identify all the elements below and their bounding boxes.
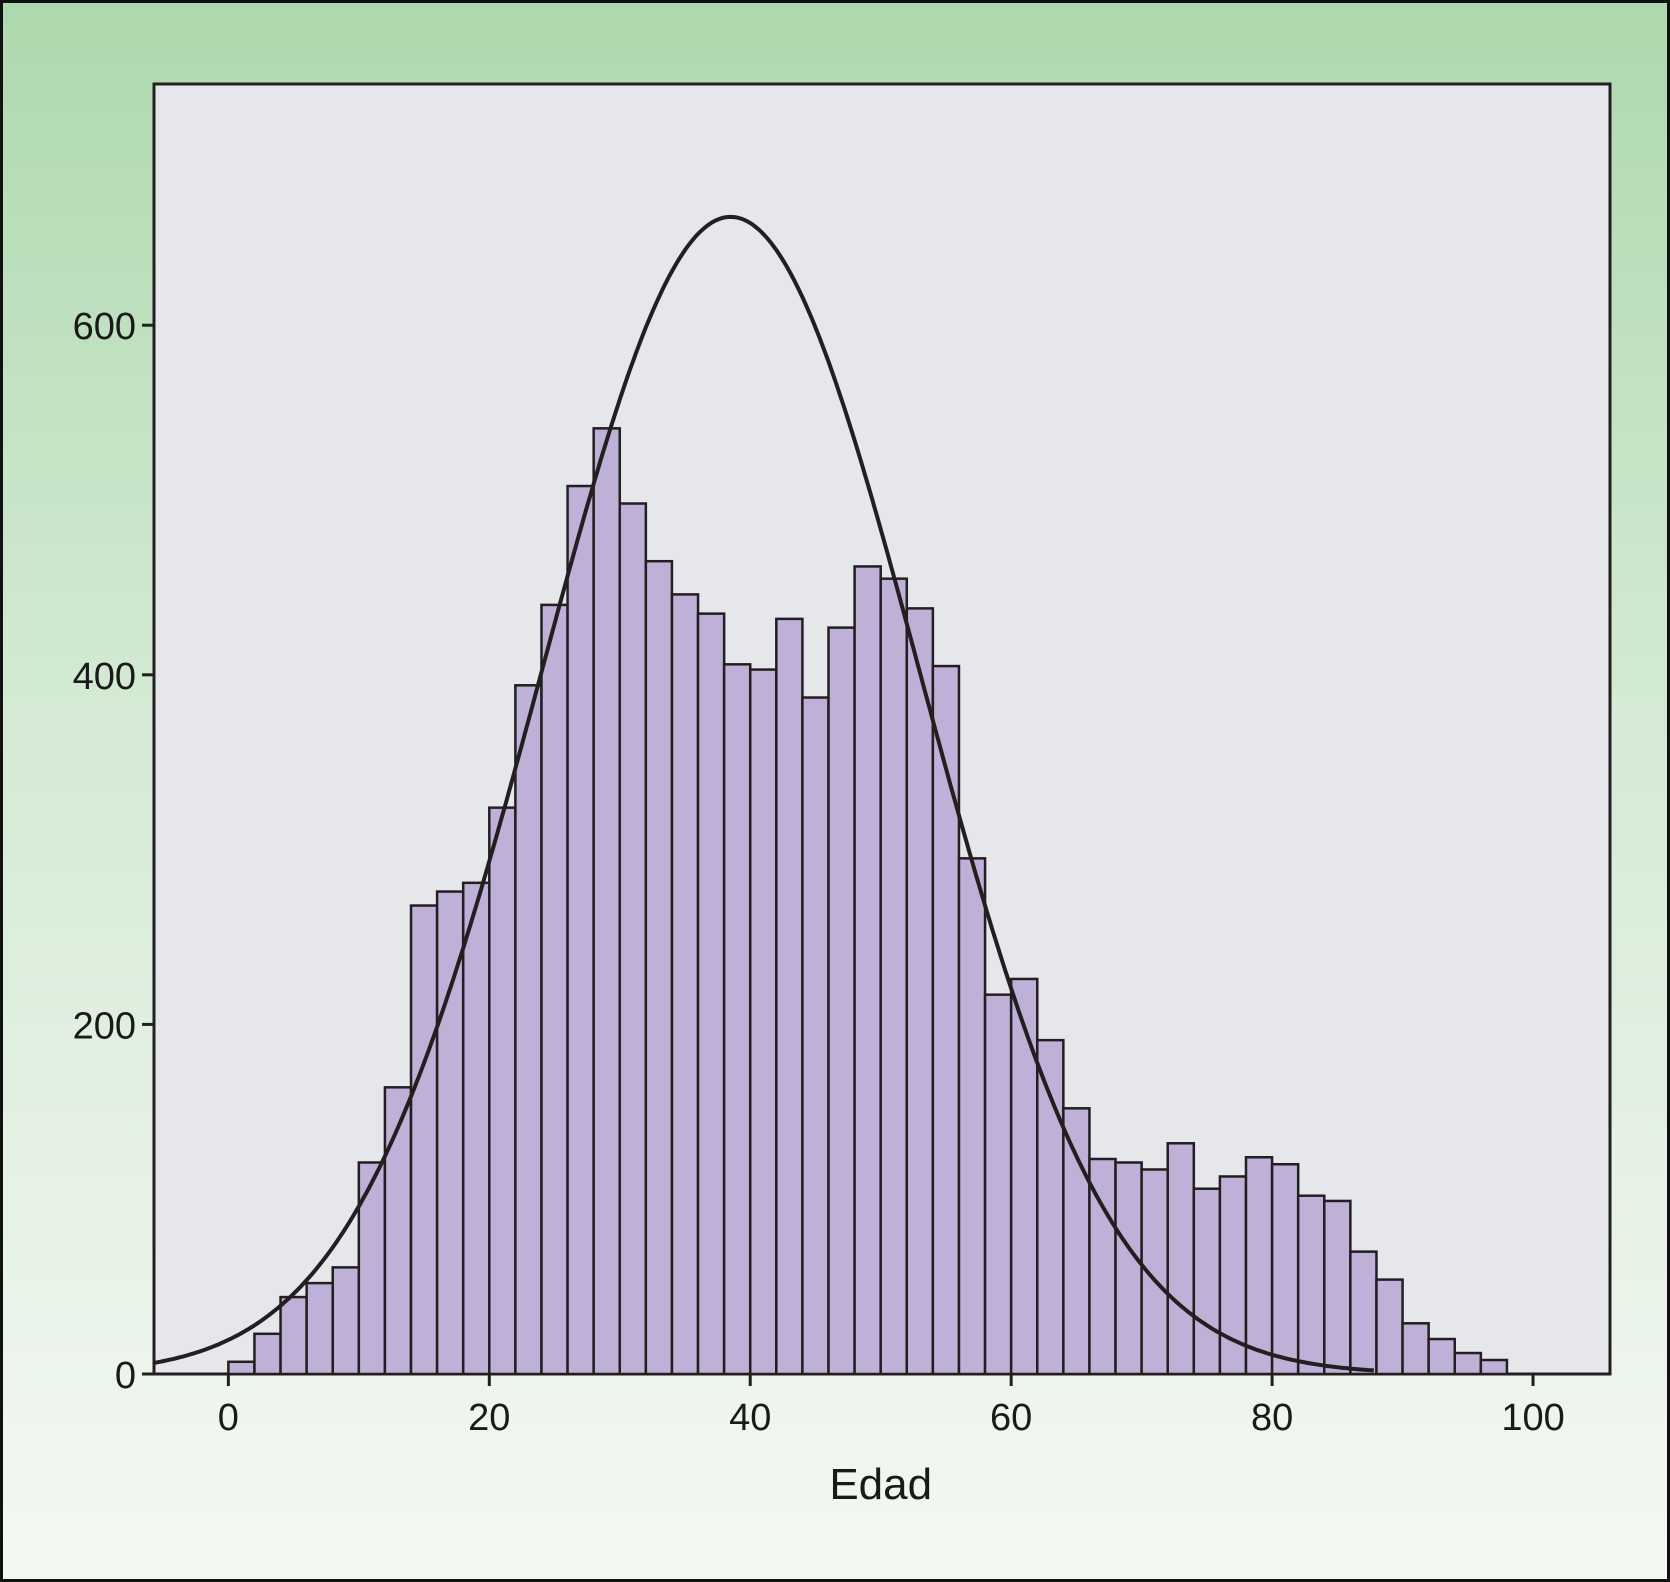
histogram-bar <box>1453 1351 1483 1376</box>
histogram-bar <box>618 502 648 1376</box>
histogram-bar <box>1244 1156 1274 1376</box>
histogram-bar <box>1296 1194 1326 1376</box>
histogram-bar <box>1349 1250 1378 1376</box>
x-tick-label: 100 <box>1501 1397 1564 1439</box>
x-tick-label: 40 <box>729 1397 771 1439</box>
y-tick-label: 200 <box>73 1005 136 1047</box>
histogram-chart: 0 20 40 60 80 100 0 200 400 600 Edad <box>73 82 1612 1509</box>
x-tick-label: 60 <box>990 1397 1032 1439</box>
histogram-bar <box>748 668 778 1376</box>
histogram-bar <box>383 1086 413 1376</box>
histogram-bar <box>853 565 882 1376</box>
histogram-bar <box>305 1281 334 1376</box>
y-tick-label: 400 <box>73 656 136 698</box>
histogram-bar <box>540 603 569 1376</box>
histogram-bar <box>1036 1038 1065 1376</box>
histogram-bar <box>331 1266 361 1376</box>
x-tick-label: 80 <box>1251 1397 1293 1439</box>
histogram-bar <box>488 806 517 1376</box>
histogram-bar <box>1401 1322 1430 1376</box>
histogram-bar <box>1166 1142 1196 1376</box>
x-tick-label: 20 <box>468 1397 510 1439</box>
histogram-bar <box>1479 1358 1509 1376</box>
histogram-bar <box>827 626 856 1376</box>
normal-curve <box>153 214 1375 1373</box>
histogram-bar <box>905 607 935 1376</box>
histogram-bar <box>592 427 622 1376</box>
histogram-bar <box>227 1360 256 1376</box>
histogram-bar <box>1062 1107 1091 1376</box>
histogram-bar <box>696 612 726 1376</box>
histogram-bar <box>279 1295 308 1376</box>
histogram-bar <box>409 904 439 1376</box>
histogram-bar <box>722 663 752 1376</box>
histogram-bar <box>670 593 700 1376</box>
histogram-bar <box>1427 1337 1456 1376</box>
x-tick-label: 0 <box>218 1397 239 1439</box>
histogram-bar <box>644 559 674 1376</box>
histogram-bar <box>461 881 491 1376</box>
histogram-bar <box>1009 977 1039 1376</box>
histogram-bar <box>566 484 595 1376</box>
histogram-bar <box>253 1332 282 1376</box>
histogram-bar <box>514 684 543 1376</box>
histogram-bar <box>1375 1278 1404 1376</box>
histogram-bar <box>1270 1162 1300 1376</box>
histogram-bar <box>1114 1161 1143 1376</box>
histogram-bar <box>357 1161 387 1376</box>
histogram-bar <box>957 857 987 1376</box>
histogram-bar <box>879 577 909 1376</box>
histogram-bar <box>1218 1175 1248 1376</box>
histogram-bar <box>435 890 465 1376</box>
x-axis-label: Edad <box>829 1460 932 1509</box>
y-tick-label: 0 <box>115 1355 136 1397</box>
histogram-bar <box>1192 1187 1222 1376</box>
histogram-bar <box>1323 1199 1352 1376</box>
histogram-bar <box>775 617 804 1376</box>
histogram-bar <box>983 993 1013 1376</box>
histogram-bar <box>801 696 830 1376</box>
y-tick-label: 600 <box>73 306 136 348</box>
